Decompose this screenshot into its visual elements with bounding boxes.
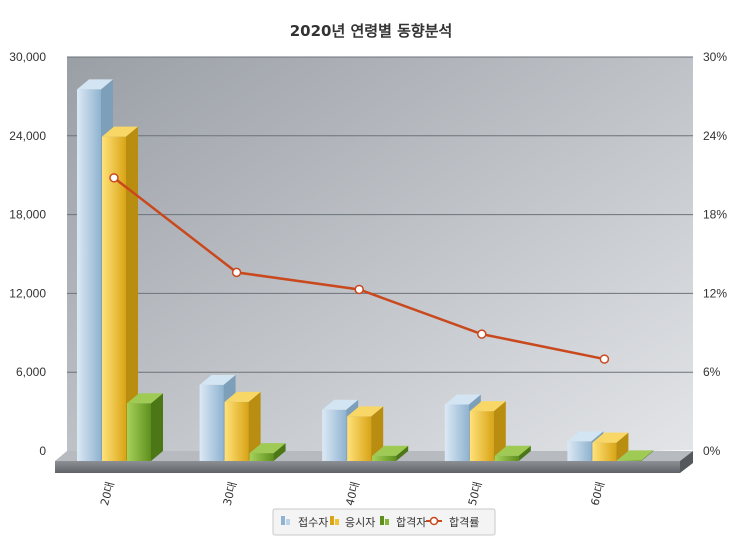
bar-top (127, 393, 163, 404)
bar-front (372, 455, 397, 461)
legend-item-pass-rate[interactable]: 합격률 (426, 516, 479, 529)
bar-top (77, 79, 113, 90)
bar-front (224, 401, 249, 461)
chart-title: 2020년 연령별 동향분석 (290, 22, 453, 40)
bar-top (322, 399, 359, 410)
bar-top (494, 445, 531, 456)
bar-passers-1[interactable] (249, 443, 286, 461)
bar-side (151, 393, 163, 461)
legend-pass-rate-marker-icon (429, 516, 439, 526)
bar-top (617, 450, 654, 461)
plot-back-wall (67, 57, 693, 465)
legend-examinees-label: 응시자 (345, 516, 375, 529)
bar-examinees-2[interactable] (347, 406, 384, 461)
bar-examinees-3[interactable] (469, 401, 506, 461)
plot-floor-front (55, 461, 680, 473)
bar-top (469, 401, 506, 412)
pass-rate-point-1[interactable] (231, 267, 242, 278)
x-tick-label: 40대 (343, 480, 362, 507)
bar-side (126, 126, 138, 462)
bar-front (249, 453, 274, 461)
y-left-tick-label: 18,000 (9, 208, 46, 222)
bar-side (248, 391, 261, 461)
y-right-tick-label: 18% (703, 208, 727, 222)
bar-side (641, 450, 654, 461)
bar-front (347, 416, 372, 461)
plot-floor-side (680, 451, 693, 473)
bar-passers-2[interactable] (372, 445, 409, 461)
bar-front (567, 441, 592, 461)
legend-applicants-label: 접수자 (298, 516, 328, 529)
pass-rate-point-4[interactable] (599, 354, 610, 364)
bar-top (102, 126, 138, 137)
bar-top (444, 394, 481, 405)
y-right-tick-label: 30% (703, 50, 727, 64)
legend-examinees-swatch-icon-b (335, 519, 339, 525)
bar-top (347, 406, 384, 417)
y-left-tick-label: 12,000 (9, 286, 46, 300)
bar-top (199, 374, 236, 385)
bar-top (224, 391, 261, 402)
pass-rate-point-2[interactable] (354, 284, 364, 295)
y-left-tick-label: 0 (39, 444, 46, 458)
legend-passers-label: 합격자 (396, 516, 426, 529)
legend-applicants-swatch-icon (281, 516, 285, 525)
bar-side (396, 445, 409, 461)
bar-front (617, 460, 642, 461)
bar-side (493, 401, 506, 461)
bar-front (592, 442, 617, 461)
x-tick-label: 50대 (466, 480, 485, 507)
y-left-tick-label: 30,000 (9, 50, 46, 64)
legend-item-passers[interactable]: 합격자 (380, 516, 426, 529)
bar-passers-0[interactable] (127, 393, 163, 461)
legend-item-applicants[interactable]: 접수자 (281, 516, 328, 529)
y-left-tick-label: 24,000 (9, 129, 46, 143)
bar-top (592, 432, 629, 443)
pass-rate-point-3[interactable] (477, 329, 487, 339)
x-tick-label: 20대 (98, 480, 117, 507)
bar-passers-3[interactable] (494, 445, 531, 461)
bar-examinees-0[interactable] (102, 126, 138, 462)
bar-front (322, 409, 347, 461)
bar-front (127, 403, 151, 461)
bar-front (469, 411, 494, 461)
bar-top (372, 445, 409, 456)
bar-examinees-4[interactable] (592, 432, 629, 461)
bar-side (371, 406, 384, 461)
legend-item-examinees[interactable]: 응시자 (330, 516, 375, 529)
bar-top (249, 443, 286, 454)
bar-front (494, 455, 519, 461)
bar-side (616, 432, 629, 461)
bar-side (273, 443, 286, 461)
bar-front (102, 136, 126, 461)
y-left-tick-label: 6,000 (16, 365, 46, 379)
legend-examinees-swatch-icon (330, 516, 334, 525)
legend-passers-swatch-icon-b (385, 519, 389, 525)
pass-rate-point-0[interactable] (109, 173, 119, 183)
bar-passers-4[interactable] (617, 450, 654, 461)
legend-passers-swatch-icon (380, 516, 384, 525)
bar-side (518, 445, 531, 461)
y-right-tick-label: 0% (703, 444, 721, 458)
y-right-tick-label: 6% (703, 365, 721, 379)
y-right-tick-label: 24% (703, 129, 727, 143)
legend: 접수자 응시자 합격자 합격률 (272, 508, 496, 536)
y-right-tick-label: 12% (703, 286, 727, 300)
bar-front (77, 89, 101, 462)
bar-examinees-1[interactable] (224, 391, 261, 461)
bar-front (444, 404, 469, 461)
legend-pass-rate-label: 합격률 (449, 516, 479, 529)
x-tick-label: 30대 (221, 480, 240, 507)
bar-top (567, 431, 604, 442)
legend-applicants-swatch-icon-b (286, 519, 290, 525)
x-tick-label: 60대 (588, 480, 607, 507)
bar-front (199, 384, 224, 461)
